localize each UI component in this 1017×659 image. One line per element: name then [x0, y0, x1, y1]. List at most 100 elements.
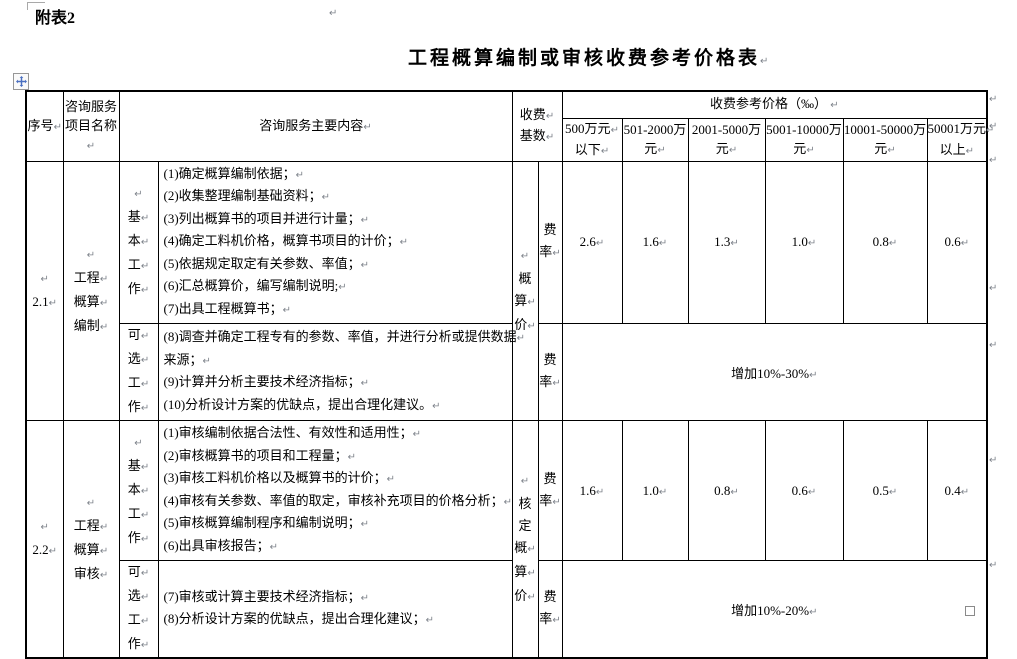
paragraph-mark: ↵: [760, 56, 769, 67]
service-item: (6)出具审核报告；: [163, 537, 270, 553]
range-line2: 元: [874, 140, 888, 156]
service-item: (2)收集整理编制基础资料；: [163, 188, 322, 203]
service-item: (4)确定工料机价格，概算书项目的计价；: [163, 233, 400, 248]
service-item: 来源；: [163, 351, 203, 367]
paragraph-mark: ↵: [730, 238, 739, 250]
paragraph-mark: ↵: [986, 124, 995, 136]
service-item: (9)计算并分析主要技术经济指标；: [163, 374, 361, 389]
rate-value: 1.0: [791, 234, 808, 250]
range-line2: 以上: [939, 141, 966, 157]
paragraph-mark: ↵: [140, 331, 150, 342]
header-project-name: 咨询服务 项目名称 ↵: [62, 90, 120, 162]
rate-value: 1.6: [642, 234, 659, 250]
fee-base-cell: ↵ 概 算↵ 价↵: [511, 160, 539, 421]
range-line2: 以下: [574, 141, 601, 157]
service-item: (1)确定概算编制依据；: [163, 165, 296, 181]
work-type-char: 本: [127, 481, 141, 497]
paragraph-mark: ↵: [360, 214, 370, 226]
paragraph-mark: ↵: [965, 145, 974, 157]
service-item: (10)分析设计方案的优缺点，提出合理化建议。: [163, 396, 433, 412]
rate-value: 0.6: [791, 482, 808, 498]
page-title-line: 工程概算编制或审核收费参考价格表↵: [408, 43, 768, 70]
paragraph-mark: ↵: [516, 333, 526, 344]
work-type-char: 本: [127, 233, 141, 249]
rate-value-cell: 1.6↵: [561, 420, 623, 561]
paragraph-mark: ↵: [552, 378, 561, 389]
rate-value-cell: 0.6↵: [764, 420, 844, 561]
paragraph-mark: ↵: [99, 273, 109, 285]
rate-value-cell: 0.5↵: [842, 420, 928, 561]
paragraph-mark: ↵: [86, 249, 96, 261]
range-line1: 2001-5000万: [691, 121, 762, 137]
header-content-label: 咨询服务主要内容: [259, 117, 364, 133]
paragraph-mark: ↵: [48, 546, 58, 557]
paragraph-mark: ↵: [989, 155, 998, 166]
project-name-line: 工程: [73, 269, 100, 285]
paragraph-mark: ↵: [360, 519, 370, 530]
paragraph-mark: ↵: [989, 560, 998, 571]
work-type-char: 工: [127, 257, 141, 273]
work-type-optional-label: 可↵ 选↵ 工↵ 作↵: [118, 323, 159, 421]
paragraph-mark: ↵: [807, 486, 817, 498]
rate-value-cell: 1.0↵: [764, 160, 844, 324]
paragraph-mark: ↵: [545, 132, 555, 144]
project-name-line: 概算: [73, 293, 100, 309]
header-project-name-line1: 咨询服务: [64, 98, 117, 114]
service-items-optional: (8)调查并确定工程专有的参数、率值，并进行分析或提供数据↵ 来源；↵ (9)计…: [157, 323, 525, 421]
paragraph-mark: ↵: [989, 455, 998, 466]
table-resize-handle[interactable]: [965, 606, 975, 616]
header-content: 咨询服务主要内容↵: [118, 90, 513, 162]
text-boundary-mark: [27, 2, 45, 10]
table-move-handle[interactable]: [13, 73, 29, 90]
fee-base-char: 算: [514, 564, 528, 579]
header-range: 50001万元↵ 以上↵: [926, 117, 994, 162]
paragraph-mark: ↵: [658, 238, 668, 250]
paragraph-mark: ↵: [140, 237, 150, 249]
paragraph-mark: ↵: [134, 437, 143, 449]
move-arrows-icon: [15, 76, 27, 87]
fee-base-char: 算: [514, 292, 528, 308]
range-line2: 元: [715, 140, 729, 156]
rate-type-char: 费: [543, 589, 557, 604]
paragraph-mark: ↵: [806, 144, 815, 156]
header-range: 10001-50000万 元↵: [842, 117, 928, 162]
paragraph-mark: ↵: [269, 541, 279, 553]
service-item: (3)审核工料机价格以及概算书的计价；: [163, 470, 387, 485]
paragraph-mark: ↵: [552, 248, 561, 260]
work-type-char: 工: [127, 375, 141, 390]
paragraph-mark: ↵: [360, 592, 370, 604]
service-item: (8)分析设计方案的优缺点，提出合理化建议；: [163, 611, 426, 626]
paragraph-mark: ↵: [140, 533, 150, 545]
paragraph-mark: ↵: [520, 476, 530, 487]
header-price-group-label: 收费参考价格（‰）: [709, 96, 827, 112]
fee-base-char: 定: [518, 518, 532, 533]
paragraph-mark: ↵: [432, 400, 441, 412]
rate-value: 2.6: [579, 234, 596, 250]
paragraph-mark: ↵: [99, 546, 109, 557]
work-type-char: 基: [127, 209, 141, 225]
work-type-char: 作: [127, 529, 141, 545]
range-line2: 元: [644, 140, 658, 156]
paragraph-mark: ↵: [425, 615, 435, 626]
rate-note-cell: 增加10%-30%↵: [561, 323, 988, 421]
project-name-cell: ↵ 工程↵ 概算↵ 审核↵: [62, 420, 120, 659]
paragraph-mark: ↵: [658, 486, 668, 498]
range-line1: 50001万元: [927, 120, 987, 136]
paragraph-mark: ↵: [989, 121, 998, 132]
paragraph-mark: ↵: [610, 124, 619, 136]
rate-type-label: 费 率↵: [537, 560, 563, 659]
rate-type-char: 费: [543, 222, 557, 238]
paragraph-mark: ↵: [807, 238, 817, 250]
paragraph-mark: ↵: [728, 144, 738, 156]
page-title: 工程概算编制或审核收费参考价格表: [408, 48, 761, 69]
paragraph-mark: ↵: [99, 297, 109, 309]
work-type-basic-label: ↵ 基↵ 本↵ 工↵ 作↵: [118, 420, 159, 561]
row-seq-cell: ↵ 2.1↵: [25, 160, 64, 421]
rate-value: 0.8: [872, 234, 889, 250]
paragraph-mark: ↵: [347, 451, 357, 463]
work-type-char: 可: [127, 327, 141, 342]
paragraph-mark: ↵: [140, 403, 150, 414]
paragraph-mark: ↵: [140, 485, 150, 497]
paragraph-mark: ↵: [99, 321, 109, 333]
paragraph-mark: ↵: [329, 8, 338, 19]
